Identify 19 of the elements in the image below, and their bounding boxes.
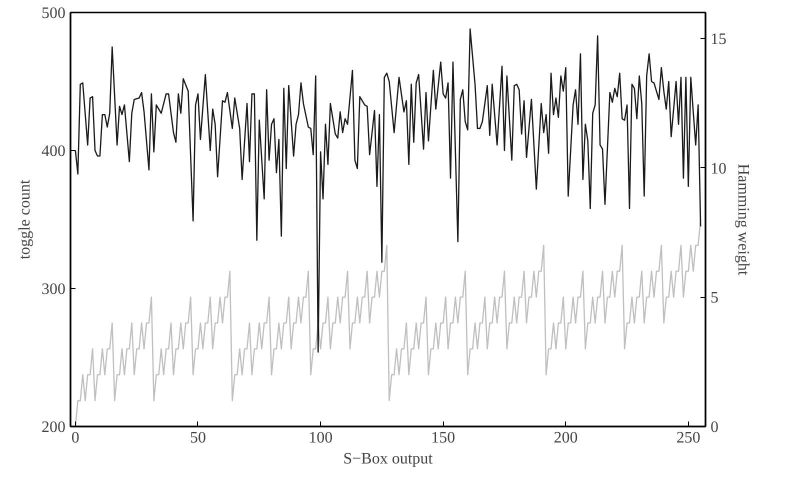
y-tick-label: 300: [42, 281, 66, 298]
y2-axis-title: Hamming weight: [734, 164, 752, 276]
x-tick-label: 150: [431, 430, 456, 446]
y2-tick-label: 5: [710, 290, 718, 307]
line-series: [74, 218, 702, 426]
y-tick-label: 400: [42, 143, 66, 160]
x-tick-label: 250: [676, 430, 700, 446]
line-series: [74, 28, 702, 353]
y2-tick-label: 0: [710, 419, 718, 436]
x-tick-label: 0: [71, 430, 80, 446]
x-tick-label: 200: [554, 430, 578, 446]
y2-tick-label: 15: [710, 30, 726, 48]
x-axis-title: S−Box output: [343, 450, 434, 468]
y2-tick-label: 10: [710, 160, 726, 178]
x-tick-label: 100: [308, 430, 333, 446]
y-axis-title: toggle count: [16, 179, 34, 260]
x-tick-label: 50: [190, 430, 206, 446]
y-tick-label: 200: [42, 419, 66, 436]
y-tick-label: 500: [42, 5, 66, 22]
